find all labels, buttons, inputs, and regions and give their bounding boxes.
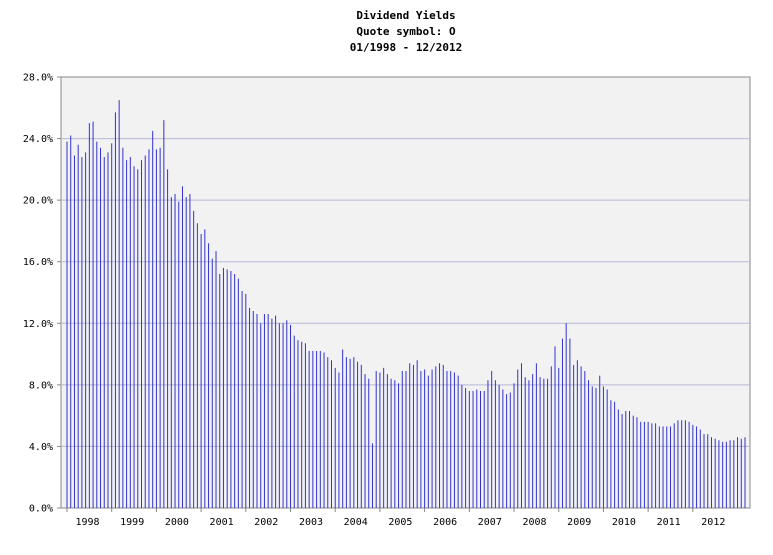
x-tick-label: 2000 bbox=[165, 517, 189, 528]
x-tick-label: 2006 bbox=[433, 517, 457, 528]
x-tick-label: 2005 bbox=[388, 517, 412, 528]
y-tick-label: 20.0% bbox=[23, 196, 53, 207]
y-tick-label: 12.0% bbox=[23, 319, 53, 330]
x-tick-label: 2004 bbox=[344, 517, 368, 528]
x-tick-label: 1998 bbox=[75, 517, 99, 528]
x-tick-label: 1999 bbox=[120, 517, 144, 528]
x-tick-label: 2012 bbox=[701, 517, 725, 528]
x-tick-label: 2007 bbox=[478, 517, 502, 528]
y-tick-label: 4.0% bbox=[29, 442, 53, 453]
x-tick-label: 2002 bbox=[254, 517, 278, 528]
x-tick-label: 2009 bbox=[567, 517, 591, 528]
y-axis: 0.0% 4.0% 8.0% 12.0% 16.0% 20.0% 24.0% 28.0% bbox=[23, 73, 61, 515]
chart-titles: Dividend Yields Quote symbol: O 01/1998 … bbox=[0, 8, 773, 56]
y-tick-label: 8.0% bbox=[29, 380, 53, 391]
bar-series bbox=[66, 100, 746, 508]
y-tick-label: 16.0% bbox=[23, 257, 53, 268]
x-axis: 1998 1999 2000 2001 2002 2003 2004 2005 2006 2007… bbox=[66, 508, 725, 528]
x-tick-label: 2003 bbox=[299, 517, 323, 528]
chart-subtitle-range: 01/1998 - 12/2012 bbox=[349, 41, 463, 54]
x-tick-label: 2010 bbox=[612, 517, 636, 528]
x-tick-label: 2008 bbox=[522, 517, 546, 528]
x-tick-label: 2011 bbox=[657, 517, 681, 528]
chart-subtitle-symbol: Quote symbol: O bbox=[356, 25, 456, 38]
y-tick-label: 28.0% bbox=[23, 73, 53, 84]
chart-title: Dividend Yields bbox=[356, 9, 456, 22]
x-tick-label: 2001 bbox=[210, 517, 234, 528]
y-tick-label: 24.0% bbox=[23, 134, 53, 145]
y-tick-label: 0.0% bbox=[29, 504, 53, 515]
